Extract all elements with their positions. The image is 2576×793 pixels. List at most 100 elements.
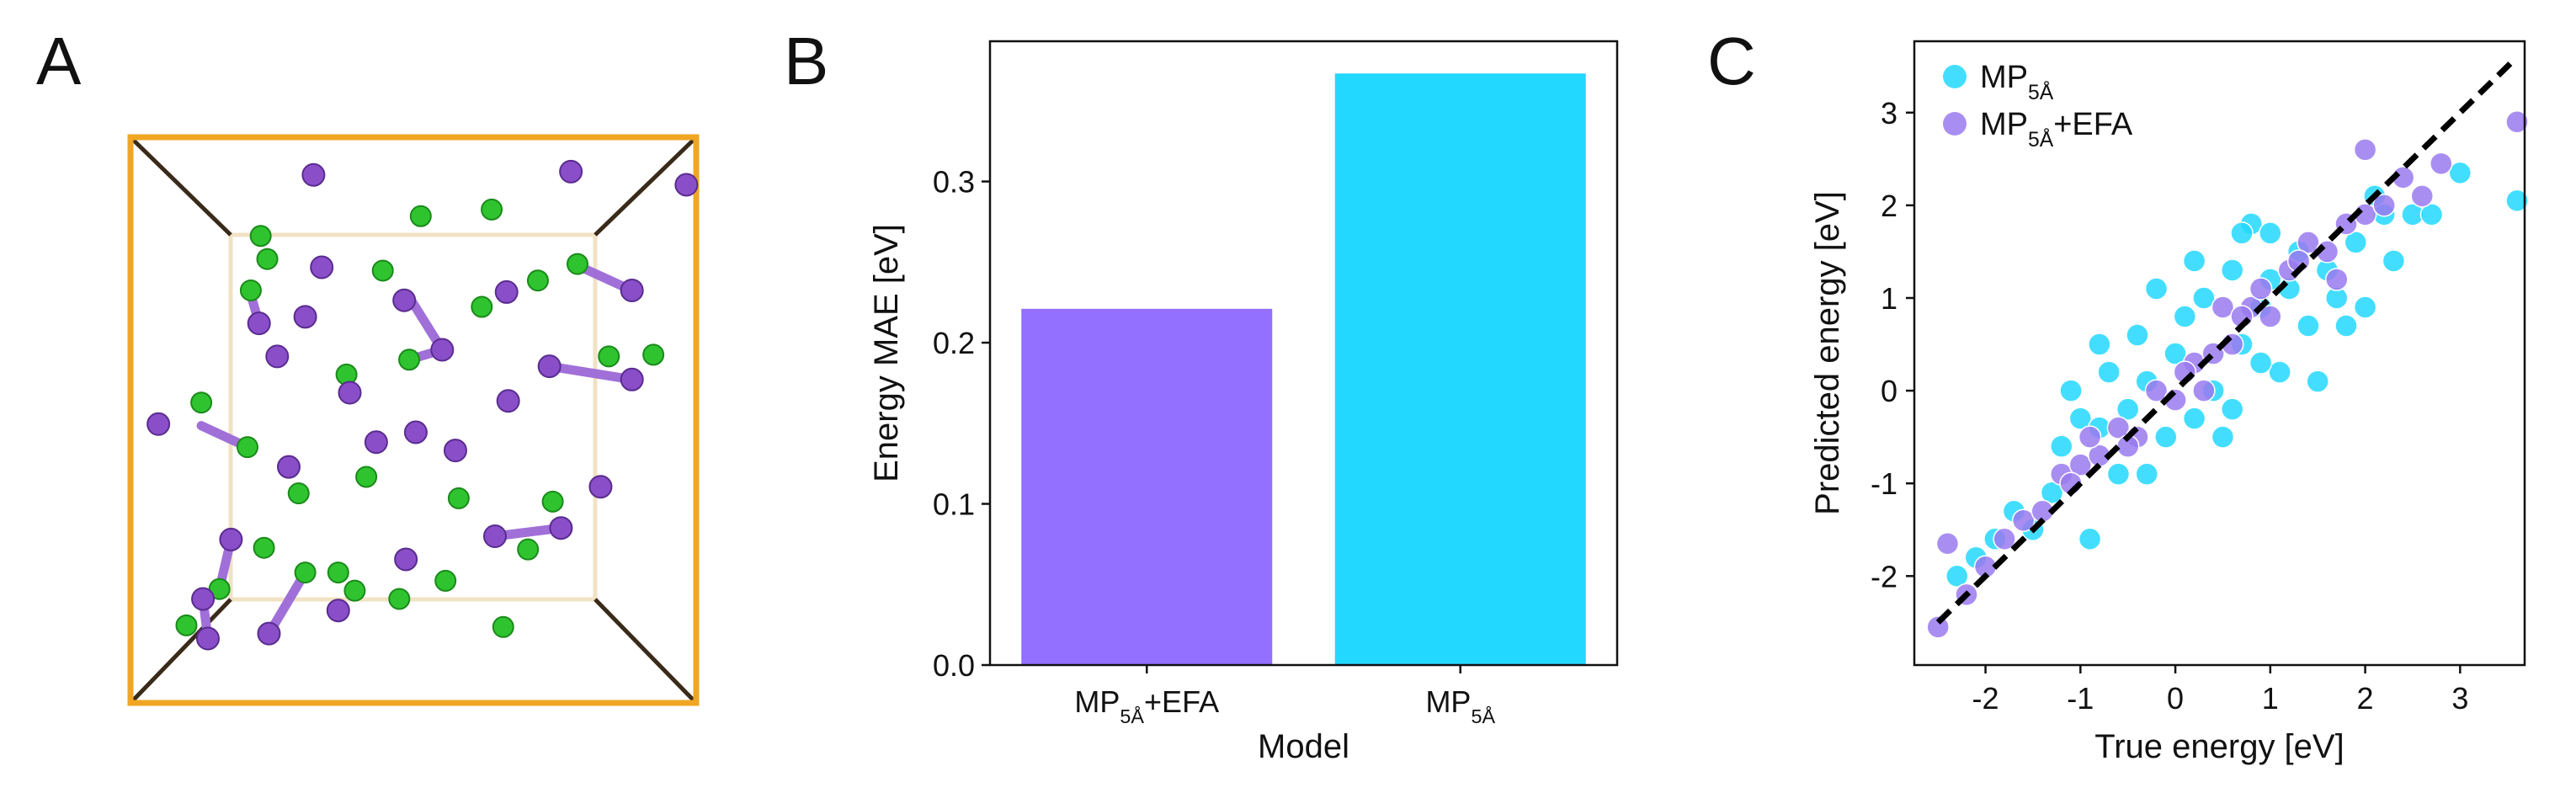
label-subscript: 5Å — [1120, 705, 1144, 727]
bond — [263, 567, 311, 639]
atom — [190, 391, 213, 414]
scatter-point — [2353, 138, 2377, 162]
atom — [253, 536, 275, 559]
scatter-point — [2059, 379, 2083, 402]
label-part: MP — [1980, 107, 2028, 142]
bond — [545, 361, 637, 385]
cell-edge — [130, 598, 232, 703]
scatter-point — [2097, 360, 2121, 384]
atom — [494, 279, 519, 304]
atom — [326, 599, 350, 623]
scatter-point — [2505, 189, 2529, 213]
scatter-point — [2344, 231, 2368, 254]
atom — [371, 259, 394, 282]
atom — [301, 162, 326, 187]
y-tick-label: 0.1 — [933, 487, 975, 522]
scatter-point — [2372, 194, 2396, 217]
scatter-point — [2220, 258, 2244, 282]
atom — [398, 349, 421, 371]
atom — [642, 343, 665, 366]
cell-edge — [593, 598, 696, 703]
atom — [327, 561, 349, 584]
scatter-point — [2050, 434, 2073, 458]
atom — [388, 588, 411, 610]
legend-marker — [1943, 65, 1967, 88]
atom — [257, 621, 281, 646]
atom — [559, 159, 583, 184]
scatter-point — [2211, 295, 2235, 319]
scatter-point — [2154, 425, 2178, 449]
scatter-point — [2078, 527, 2102, 551]
panel-label: B — [784, 24, 828, 98]
scatter-point — [2135, 462, 2158, 486]
atom — [191, 587, 216, 611]
atom — [483, 524, 507, 548]
x-axis-label: True energy [eV] — [2094, 728, 2344, 765]
atom — [517, 538, 540, 561]
scatter-point — [2164, 342, 2187, 365]
y-tick-label: 1 — [1881, 281, 1897, 316]
scatter-point — [1993, 527, 2016, 551]
atom — [343, 579, 366, 602]
scatter-point — [2410, 184, 2434, 208]
scatter-point — [2088, 333, 2111, 356]
scatter-point — [2505, 110, 2529, 134]
scatter-point — [2173, 305, 2197, 328]
scatter-point — [2068, 453, 2093, 476]
scatter-point — [2040, 481, 2064, 504]
structure-view — [127, 134, 700, 706]
scatter-point — [2259, 221, 2282, 245]
y-tick-label: 0 — [1881, 374, 1897, 408]
label-part: MP — [1980, 60, 2028, 95]
atom — [287, 482, 310, 505]
atom — [403, 420, 428, 444]
atom — [492, 615, 514, 638]
legend-label: MP5Å — [1980, 60, 2054, 104]
scatter-point — [2430, 152, 2453, 176]
label-subscript: 5Å — [2028, 128, 2054, 152]
scatter-point — [1945, 564, 1969, 588]
atom — [598, 345, 620, 368]
scatter-point — [2106, 416, 2131, 439]
atom — [537, 354, 562, 379]
scatter-point — [2297, 231, 2320, 254]
atom — [471, 295, 493, 318]
label-part: +EFA — [2053, 107, 2133, 142]
atom — [195, 626, 220, 651]
label-part: MP — [1425, 684, 1471, 719]
atom — [310, 255, 334, 279]
y-tick-label: 0.3 — [933, 165, 975, 200]
y-tick-label: 3 — [1881, 96, 1897, 130]
x-tick-label: 3 — [2451, 681, 2468, 716]
scatter-point — [2249, 277, 2273, 301]
cell-edge — [130, 137, 232, 237]
cell-front — [127, 134, 700, 706]
label-subscript: 5Å — [2028, 81, 2054, 104]
atom — [541, 490, 564, 513]
scatter-point — [2324, 268, 2349, 291]
scatter-point — [2448, 161, 2472, 185]
scatter-point — [2078, 425, 2102, 449]
atom — [588, 475, 613, 499]
scatter-point — [1935, 532, 1960, 556]
scatter-point — [2106, 462, 2131, 486]
atom — [338, 381, 362, 405]
atom — [481, 198, 503, 221]
atom — [620, 278, 644, 302]
label-part: MP — [1074, 684, 1120, 719]
scatter-point — [2211, 425, 2235, 449]
atom — [364, 430, 388, 455]
label-subscript: 5Å — [1471, 705, 1495, 727]
x-tick-label: 0 — [2167, 681, 2184, 716]
scatter-point — [2126, 323, 2149, 347]
scatter-point — [2220, 397, 2244, 421]
y-tick-label: 2 — [1881, 189, 1897, 223]
scatter-point — [2116, 397, 2140, 421]
atom — [496, 389, 520, 413]
atom — [409, 205, 432, 227]
atom — [674, 173, 699, 197]
x-axis-label: Model — [1258, 728, 1349, 765]
scatter-point — [2306, 370, 2329, 393]
atom — [265, 344, 290, 369]
